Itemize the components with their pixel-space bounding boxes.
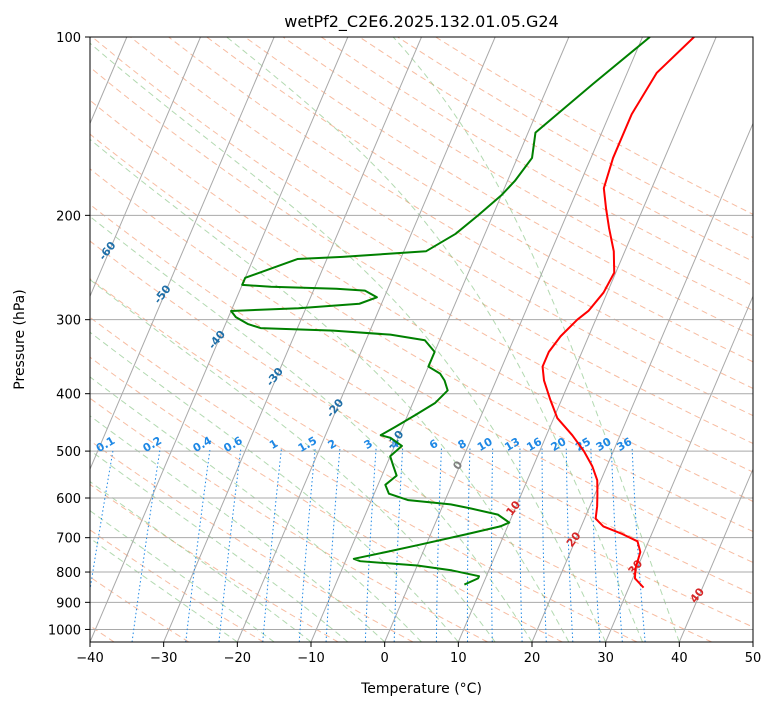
moist-adiabat: [226, 37, 643, 642]
background-lines: [90, 37, 753, 642]
dry-adiabat: [90, 99, 753, 502]
data-series: [230, 37, 695, 589]
mixing-ratio-line: [541, 448, 547, 642]
y-tick-label: 200: [56, 209, 81, 224]
isotherm-line: [384, 37, 643, 642]
y-tick-label: 1000: [48, 623, 81, 638]
isotherm-line: [90, 37, 349, 642]
moist-adiabat: [90, 510, 275, 642]
x-tick-label: −20: [224, 651, 251, 666]
y-tick-label: 900: [56, 596, 81, 611]
dewpoint-profile: [230, 37, 651, 586]
moist-adiabat: [90, 481, 312, 642]
dry-adiabat: [90, 483, 339, 642]
y-axis-label: Pressure (hPa): [12, 289, 28, 389]
y-tick-label: 100: [56, 31, 81, 46]
x-axis: −40 −30 −20 −10 0 10 20 30 40 50: [76, 642, 761, 666]
isotherm-line: [163, 37, 422, 642]
x-tick-label: −30: [150, 651, 177, 666]
mixing-ratio-line: [519, 448, 523, 642]
dry-adiabat: [282, 37, 753, 312]
mixing-ratio-line: [435, 448, 442, 642]
dry-adiabat: [90, 356, 563, 642]
isotherm-line: [90, 37, 275, 471]
x-axis-label: Temperature (°C): [360, 681, 482, 697]
isotherm-label: -80: [0, 143, 12, 167]
dry-adiabat: [90, 529, 264, 642]
mixing-ratio-line: [466, 448, 471, 642]
plot-frame: [89, 36, 754, 643]
moist-adiabat: [90, 278, 496, 642]
dry-adiabat: [90, 203, 753, 595]
temperature-profile: [541, 37, 695, 589]
mixing-ratio-line: [491, 448, 494, 642]
x-tick-label: 40: [671, 651, 688, 666]
isotherm-line: [310, 37, 570, 642]
y-tick-label: 700: [56, 532, 81, 547]
y-tick-label: 400: [56, 388, 81, 403]
dry-adiabat: [91, 37, 753, 445]
chart-title: wetPf2_C2E6.2025.132.01.05.G24: [284, 12, 558, 32]
x-tick-label: −40: [76, 651, 103, 666]
moist-adiabat: [90, 415, 386, 642]
moist-adiabat: [392, 37, 680, 642]
dry-adiabat: [90, 133, 753, 533]
moist-adiabat: [90, 331, 459, 642]
isotherm-line: [236, 37, 496, 642]
x-tick-label: 20: [524, 651, 541, 666]
x-tick-label: 50: [745, 651, 762, 666]
isotherm-line: [605, 295, 753, 642]
isotherm-line: [678, 467, 753, 642]
dry-adiabat: [244, 37, 753, 337]
moist-adiabat: [90, 138, 570, 642]
dry-adiabat: [168, 37, 753, 389]
dry-adiabat: [90, 316, 638, 642]
isotherm-line: [90, 37, 201, 298]
x-tick-label: 0: [381, 651, 389, 666]
moist-adiabat: [90, 215, 533, 642]
x-tick-label: 30: [597, 651, 614, 666]
y-tick-label: 800: [56, 566, 81, 581]
dry-adiabat: [90, 278, 712, 642]
isotherm-line: [752, 640, 753, 642]
moist-adiabat: [90, 537, 238, 642]
y-tick-label: 600: [56, 492, 81, 507]
isotherm-line: [531, 122, 753, 642]
y-tick-label: 300: [56, 314, 81, 329]
x-tick-label: −10: [297, 651, 324, 666]
isotherm-label: -70: [45, 185, 68, 209]
y-tick-label: 500: [56, 445, 81, 460]
x-tick-label: 10: [450, 651, 467, 666]
dry-adiabat: [90, 240, 753, 628]
isotherm-line: [457, 37, 717, 642]
y-axis: 100 200 300 400 500 600 700 800 900 1000: [48, 31, 90, 638]
moist-adiabat: [90, 42, 607, 642]
dry-adiabat: [130, 37, 753, 417]
